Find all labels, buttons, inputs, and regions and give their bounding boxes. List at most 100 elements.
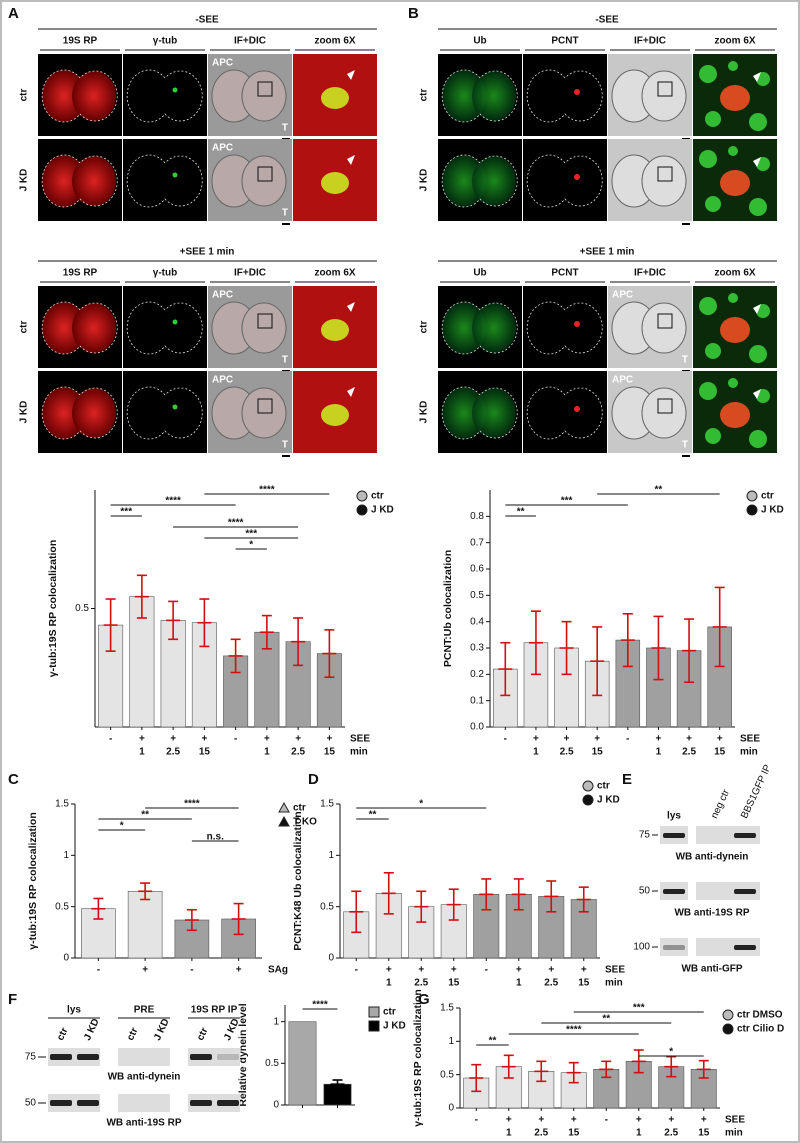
significance-label: *** (120, 507, 132, 518)
bar (323, 1083, 352, 1106)
row-label: ctr (19, 89, 30, 102)
cell-label: APC (212, 58, 233, 69)
cell-label: T (282, 123, 288, 134)
panel-letter: E (622, 771, 632, 788)
blot-band (734, 889, 756, 894)
zoom-blob (321, 404, 349, 426)
row-label: J KD (19, 169, 30, 192)
legend-marker (356, 504, 368, 516)
signal (574, 174, 580, 180)
x-tick-label: - (475, 1115, 478, 1126)
x-sublabel: 15 (578, 978, 590, 989)
zoom-blob (720, 402, 750, 428)
x-tick-label: + (538, 1115, 544, 1126)
cell-outline (526, 386, 603, 440)
blot-band (663, 945, 685, 950)
legend-marker (278, 801, 290, 813)
column-label: Ub (473, 268, 486, 279)
lane-label: ctr (125, 1026, 140, 1042)
legend-label: ctr (383, 1007, 396, 1018)
zoom-speck (749, 430, 767, 448)
cell (472, 303, 516, 353)
marker-label: 75 (25, 1052, 37, 1063)
group-label: PRE (134, 1005, 155, 1016)
cell-label: APC (212, 290, 233, 301)
x-tick-label: + (701, 1115, 707, 1126)
x-tick-label: + (656, 734, 662, 745)
legend-label: ctr DMSO (737, 1010, 783, 1021)
x-tick-label: - (355, 965, 358, 976)
zoom-box (257, 313, 273, 329)
x-sublabel: 2.5 (664, 1128, 678, 1139)
x-sublabel: 15 (324, 747, 336, 758)
significance-label: ** (369, 810, 377, 821)
significance-label: **** (566, 1025, 582, 1036)
zoom-speck (699, 297, 717, 315)
panel-letter: G (418, 991, 430, 1008)
legend-marker (582, 794, 594, 806)
x-sublabel: 2.5 (560, 747, 574, 758)
legend-label: ctr (371, 491, 384, 502)
x-sublabel: 2.5 (544, 978, 558, 989)
micrograph (523, 371, 607, 453)
micrograph (123, 371, 207, 453)
zoom-speck (728, 146, 738, 156)
zoom-box (257, 81, 273, 97)
cell-outline (126, 69, 203, 123)
block-header: -SEE (195, 15, 219, 26)
marker-label: 100 (633, 942, 650, 953)
cell (442, 155, 486, 207)
arrowhead (347, 387, 355, 397)
zoom-box (657, 398, 673, 414)
row-label: min (350, 747, 368, 758)
blot-band (734, 833, 756, 838)
y-tick-label: 1.5 (320, 799, 334, 810)
blot-caption: WB anti-19S RP (106, 1118, 181, 1129)
x-sublabel: 1 (636, 1128, 642, 1139)
x-tick-label: - (234, 734, 237, 745)
legend-marker (722, 1009, 734, 1021)
significance-label: * (249, 540, 253, 551)
cell-outline (441, 386, 518, 440)
legend-label: ctr Cilio D (737, 1024, 784, 1035)
x-sublabel: 1 (139, 747, 145, 758)
x-tick-label: - (504, 734, 507, 745)
y-tick-label: 0.1 (470, 695, 484, 706)
row-label: J KD (19, 401, 30, 424)
x-sublabel: 15 (568, 1128, 580, 1139)
x-sublabel: 15 (448, 978, 460, 989)
significance-label: ** (602, 1014, 610, 1025)
block-header: +SEE 1 min (180, 247, 235, 258)
cell-outline (441, 69, 518, 123)
zoom-speck (728, 378, 738, 388)
zoom-speck (699, 65, 717, 83)
significance-label: * (120, 821, 124, 832)
significance-label: * (419, 799, 423, 810)
group-label: 19S RP IP (191, 1005, 238, 1016)
blot-band (77, 1054, 99, 1060)
legend-label: J KD (597, 795, 620, 806)
blot-strip (696, 938, 760, 956)
y-tick-label: 0 (448, 1103, 454, 1114)
blot-band (217, 1054, 239, 1060)
y-tick-label: 0.5 (470, 590, 484, 601)
cell-outline (441, 154, 518, 208)
legend-marker (722, 1023, 734, 1035)
zoom-box (257, 166, 273, 182)
x-sublabel: 15 (199, 747, 211, 758)
cell-outline (526, 69, 603, 123)
y-axis-label: γ-tub:19S RP colocalization (47, 540, 59, 678)
legend-label: ctr (293, 803, 306, 814)
cell (72, 71, 116, 121)
legend-label: ctr (597, 781, 610, 792)
x-tick-label: + (686, 734, 692, 745)
signal (574, 406, 580, 412)
panel-letter: D (308, 771, 319, 788)
panel-letter: F (8, 991, 17, 1008)
y-tick-label: 0.5 (265, 1058, 279, 1069)
significance-label: **** (184, 799, 200, 810)
zoom-blob (720, 317, 750, 343)
row-label: SEE (725, 1115, 745, 1126)
block-header: +SEE 1 min (580, 247, 635, 258)
